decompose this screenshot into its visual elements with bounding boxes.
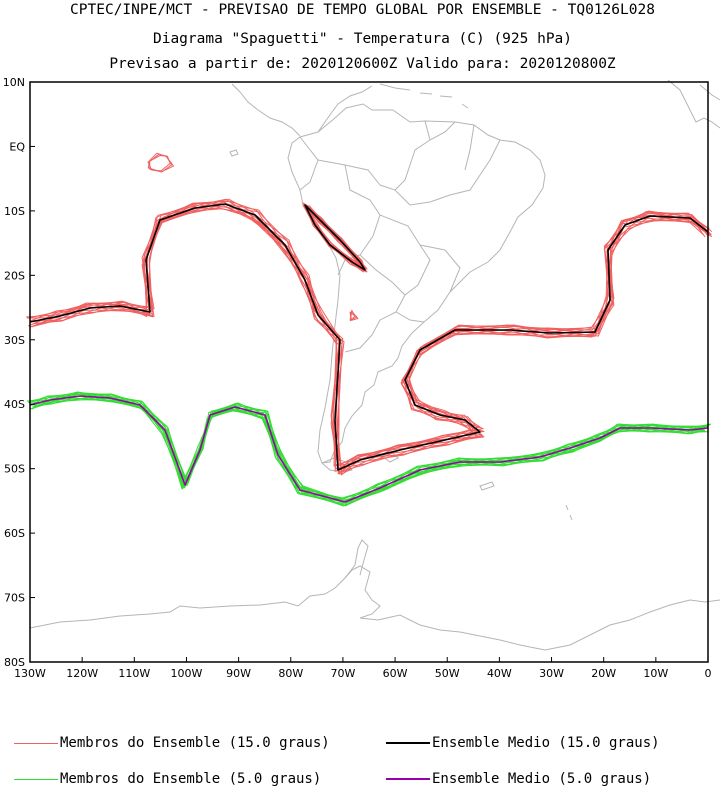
lat-tick-label: 20S (4, 269, 25, 282)
lon-tick-label: 50W (435, 667, 460, 680)
lon-tick-label: 20W (591, 667, 616, 680)
lon-tick-label: 40W (487, 667, 512, 680)
legend-swatch-members-5 (14, 778, 58, 780)
lat-tick-label: 10S (4, 205, 25, 218)
lon-tick-label: 0 (705, 667, 712, 680)
legend-label-members-15: Membros do Ensemble (15.0 graus) (60, 735, 330, 751)
mean-contour-15 (29, 203, 709, 471)
legend-item-members-5: Membros do Ensemble (5.0 graus) (14, 771, 321, 787)
legend-swatch-mean-5 (386, 778, 430, 780)
lat-tick-label: EQ (9, 140, 25, 153)
member-contour-5 (31, 392, 707, 501)
member-contour-15-andes (303, 203, 366, 272)
antarctic-peninsula (344, 539, 369, 579)
title-line-2: Diagrama "Spaguetti" - Temperatura (C) (… (152, 31, 573, 47)
legend-swatch-mean-15 (386, 742, 430, 744)
lat-tick-label: 30S (4, 334, 25, 347)
member-contour-15 (28, 208, 705, 466)
mean-contour-15-andes (304, 204, 366, 271)
member-contour-15-blob (350, 309, 356, 322)
member-contour-15-blob (147, 152, 174, 173)
africa-coast (667, 79, 721, 129)
africa-coast-2 (699, 84, 721, 101)
lat-tick-label: 10N (3, 76, 25, 89)
central-america-coast-2 (317, 85, 373, 133)
legend-label-mean-15: Ensemble Medio (15.0 graus) (432, 735, 660, 751)
antarctica-coast (29, 565, 721, 651)
lat-tick-label: 70S (4, 592, 25, 605)
member-contour-5 (31, 391, 706, 504)
lon-tick-label: 70W (330, 667, 355, 680)
south-georgia (479, 481, 495, 491)
lon-tick-label: 130W (14, 667, 46, 680)
legend-item-members-15: Membros do Ensemble (15.0 graus) (14, 735, 330, 751)
lat-tick-label: 40S (4, 398, 25, 411)
lon-tick-label: 90W (226, 667, 251, 680)
lon-tick-label: 110W (118, 667, 150, 680)
lat-tick-label: 50S (4, 463, 25, 476)
longitude-axis: 130W 120W 110W 100W 90W 80W 70W 60W 50W 40W 30W 20W… (14, 657, 712, 680)
legend-label-members-5: Membros do Ensemble (5.0 graus) (60, 771, 322, 787)
spaghetti-map: 10N EQ 10S 20S 30S 40S 50S 60S 70S 80S 130W 120W 11… (3, 76, 721, 680)
legend-swatch-members-15 (14, 742, 58, 744)
legend-label-mean-5: Ensemble Medio (5.0 graus) (432, 771, 652, 787)
latitude-axis: 10N EQ 10S 20S 30S 40S 50S 60S 70S 80S (3, 76, 35, 669)
lon-tick-label: 80W (278, 667, 303, 680)
mean-contour-5 (29, 395, 709, 503)
country-borders (299, 120, 501, 353)
lon-tick-label: 60W (383, 667, 408, 680)
legend-item-mean-5: Ensemble Medio (5.0 graus) (386, 771, 651, 787)
central-america-coast (231, 83, 301, 137)
legend-item-mean-15: Ensemble Medio (15.0 graus) (386, 735, 660, 751)
south-america-coast (287, 103, 546, 464)
member-contour-5 (28, 397, 711, 501)
legend: Membros do Ensemble (15.0 graus) Ensembl… (0, 730, 725, 790)
galapagos-islands (229, 149, 239, 157)
lat-tick-label: 80S (4, 656, 25, 669)
member-contour-5 (29, 392, 709, 501)
lon-tick-label: 100W (171, 667, 203, 680)
contour-layer (26, 152, 713, 507)
lon-tick-label: 120W (66, 667, 98, 680)
member-contour-5 (32, 394, 706, 499)
map-frame (29, 81, 709, 663)
title-line-1: CPTEC/INPE/MCT - PREVISAO DE TEMPO GLOBA… (70, 2, 655, 18)
member-contour-5 (32, 393, 706, 499)
lat-tick-label: 60S (4, 527, 25, 540)
south-sandwich (565, 504, 573, 521)
title-line-3: Previsao a partir de: 2020120600Z Valido… (109, 56, 616, 72)
member-contour-5 (30, 395, 708, 500)
coastline-layer (29, 79, 721, 651)
lon-tick-label: 30W (539, 667, 564, 680)
member-contour-5 (31, 393, 707, 507)
member-contour-5 (26, 399, 712, 504)
caribbean-islands (379, 83, 469, 109)
lon-tick-label: 10W (643, 667, 668, 680)
member-contour-15 (28, 202, 705, 472)
